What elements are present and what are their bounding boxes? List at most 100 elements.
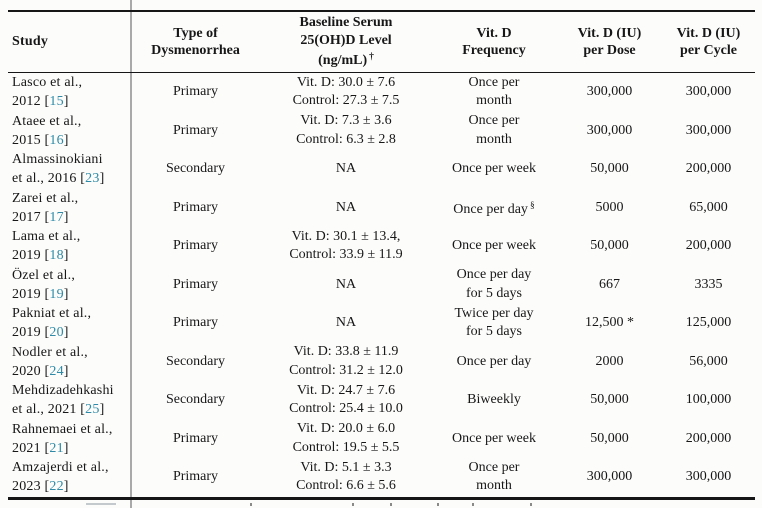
dose-cell: 300,000 [586, 122, 633, 138]
table-row: Ataee et al., 2015 [16] Primary Vit. D: 7.3… [8, 112, 755, 151]
dysmenorrhea-type-cell: Primary [172, 199, 219, 215]
baseline-serum-cell: Vit. D: 7.3 ± 3.6 Control: 6.3 ± 2.8 [261, 112, 431, 149]
frequency-cell: Biweekly [431, 391, 557, 410]
table-row: Zarei et al., 2017 [17] Primary NA Once per … [8, 189, 755, 228]
study-cell: Ataee et al., 2015 [16] [8, 112, 130, 150]
baseline-line: NA [335, 315, 357, 330]
frequency-text: Once per week [452, 161, 536, 176]
baseline-serum-cell: NA [261, 276, 431, 295]
baseline-line: Control: 25.4 ± 10.0 [289, 401, 403, 417]
citation-link[interactable]: 17 [49, 209, 64, 225]
baseline-line: Vit. D: 30.0 ± 7.6 [296, 74, 396, 90]
citation-link[interactable]: 21 [49, 440, 64, 456]
study-cell: Amzajerdi et al., 2023 [22] [8, 458, 130, 496]
study-year: 2017 [ [12, 209, 50, 225]
dysmenorrhea-type-cell: Primary [172, 315, 219, 330]
study-name: Nodler et al., [12, 344, 88, 360]
citation-link[interactable]: 19 [49, 286, 64, 302]
citation-link[interactable]: 24 [49, 363, 64, 379]
citation-bracket: ] [63, 209, 69, 225]
citation-bracket: ] [63, 479, 69, 495]
dose-cell: 5000 [595, 199, 624, 215]
frequency-text: Once per week [452, 238, 536, 253]
frequency-line: month [431, 92, 557, 111]
baseline-line: Vit. D: 33.8 ± 11.9 [293, 344, 399, 360]
table-row: Özel et al., 2019 [19] Primary NA Once per d… [8, 266, 755, 305]
table-row: Mehdizadehkashi et al., 2021 [25] Secondar… [8, 381, 755, 420]
clipped-text-mark [437, 503, 439, 506]
dose-cell: 50,000 [590, 430, 629, 446]
study-year-ref: 2020 [24] [12, 362, 130, 381]
citation-link[interactable]: 15 [49, 94, 64, 110]
cycle-cell: 200,000 [685, 430, 732, 446]
clipped-text-mark [390, 503, 392, 506]
header-baseline-serum: Baseline Serum 25(OH)D Level (ng/mL) † [261, 14, 431, 70]
header-units: (ng/mL) [318, 53, 368, 69]
dose-cell: 300,000 [586, 469, 633, 484]
header-line: per Dose [583, 43, 636, 58]
frequency-line: Twice per day [431, 305, 557, 324]
study-name: Almassinokiani [12, 152, 103, 168]
cycle-cell: 300,000 [685, 469, 732, 484]
frequency-line: Once per week [431, 430, 557, 449]
study-year-ref: et al., 2016 [23] [12, 169, 130, 188]
header-line: Dysmenorrhea [151, 43, 240, 58]
frequency-text: for 5 days [466, 285, 522, 301]
study-cell: Mehdizadehkashi et al., 2021 [25] [8, 381, 130, 419]
citation-link[interactable]: 23 [85, 171, 100, 187]
citation-bracket: ] [99, 171, 105, 187]
clipped-text-mark [352, 503, 354, 506]
baseline-serum-cell: Vit. D: 5.1 ± 3.3 Control: 6.6 ± 5.6 [261, 459, 431, 496]
study-year: 2021 [ [12, 440, 50, 456]
frequency-text: month [476, 93, 512, 109]
study-cell: Nodler et al., 2020 [24] [8, 343, 130, 381]
frequency-line: Biweekly [431, 391, 557, 410]
dagger-footnote-marker: † [369, 52, 374, 63]
frequency-cell: Twice per day for 5 days [431, 305, 557, 342]
citation-link[interactable]: 25 [85, 402, 100, 418]
table-row: Pakniat et al., 2019 [20] Primary NA Twice p… [8, 304, 755, 343]
citation-link[interactable]: 16 [49, 132, 64, 148]
frequency-cell: Once per day [431, 353, 557, 372]
frequency-text: Biweekly [467, 392, 521, 407]
frequency-line: Once per day [431, 353, 557, 372]
cycle-cell: 300,000 [685, 122, 732, 138]
citation-link[interactable]: 20 [49, 325, 64, 341]
citation-link[interactable]: 18 [49, 248, 64, 264]
baseline-line: NA [335, 276, 357, 292]
baseline-line: Vit. D: 30.1 ± 13.4, [291, 228, 401, 244]
frequency-text: Twice per day [454, 305, 534, 321]
frequency-text: Once per [468, 74, 520, 90]
table-row: Rahnemaei et al., 2021 [21] Primary Vit. D:… [8, 420, 755, 459]
studies-table: Study Type of Dysmenorrhea Baseline Seru… [8, 10, 755, 500]
frequency-text: Once per day [456, 353, 532, 369]
header-line: Baseline Serum [299, 15, 393, 31]
baseline-line: NA [335, 199, 357, 215]
baseline-serum-cell: Vit. D: 24.7 ± 7.6 Control: 25.4 ± 10.0 [261, 382, 431, 419]
citation-link[interactable]: 22 [49, 479, 64, 495]
frequency-text: Once per day [453, 201, 528, 217]
cycle-cell: 200,000 [685, 238, 732, 253]
table-row: Lasco et al., 2012 [15] Primary Vit. D: 30.… [8, 73, 755, 112]
clipped-text-mark [250, 503, 252, 506]
dysmenorrhea-type-cell: Primary [172, 238, 219, 253]
frequency-line: Once per [431, 112, 557, 131]
frequency-line: Once per [431, 74, 557, 93]
table-row: Almassinokiani et al., 2016 [23] Secondary… [8, 150, 755, 189]
header-dysmenorrhea-type: Type of Dysmenorrhea [130, 25, 261, 60]
baseline-serum-cell: NA [261, 314, 431, 333]
frequency-line: for 5 days [431, 323, 557, 342]
frequency-cell: Once per week [431, 160, 557, 179]
baseline-line: Vit. D: 20.0 ± 6.0 [296, 421, 396, 437]
study-year-ref: et al., 2021 [25] [12, 400, 130, 419]
frequency-text: month [476, 478, 512, 494]
header-line: per Cycle [680, 43, 737, 58]
dose-cell: 2000 [595, 353, 624, 369]
header-vitd-per-cycle: Vit. D (IU) per Cycle [662, 25, 755, 60]
study-year-ref: 2015 [16] [12, 131, 130, 150]
study-cell: Almassinokiani et al., 2016 [23] [8, 150, 130, 188]
baseline-line: Control: 33.9 ± 11.9 [289, 247, 403, 263]
baseline-line: Control: 27.3 ± 7.5 [292, 93, 400, 109]
dysmenorrhea-type-cell: Secondary [165, 161, 226, 176]
table-row: Amzajerdi et al., 2023 [22] Primary Vit. D:… [8, 458, 755, 497]
